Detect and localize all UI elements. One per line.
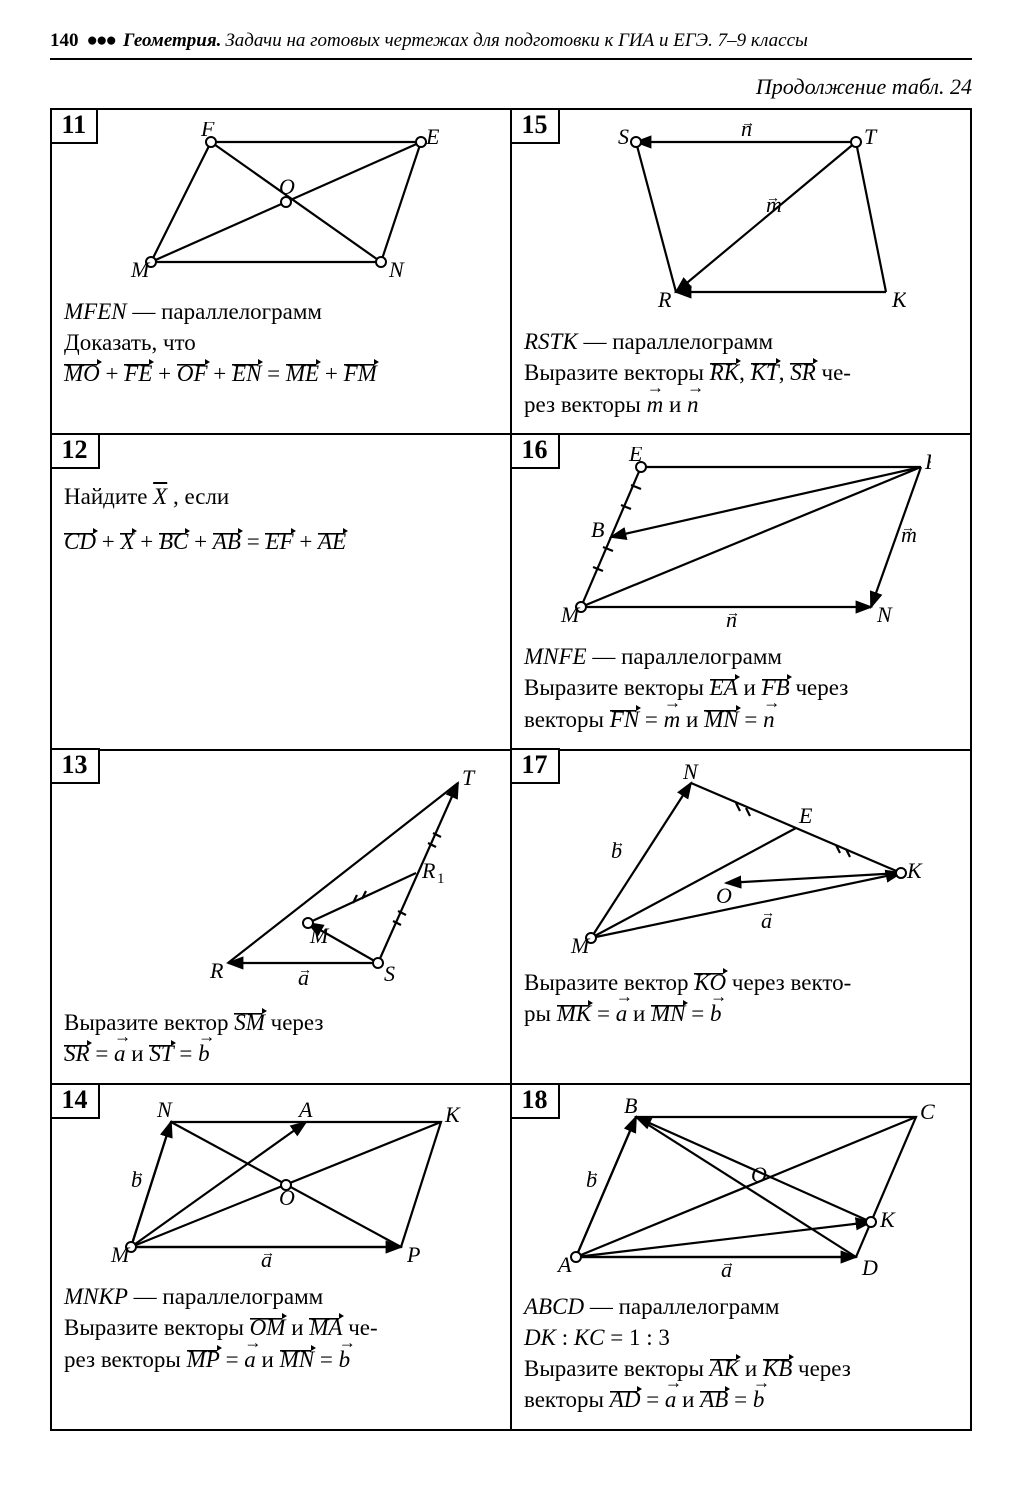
cell-number: 11	[50, 108, 99, 144]
cell-number: 16	[510, 433, 560, 469]
cell-number: 14	[50, 1083, 100, 1119]
cell-12: 12 Найдите X , если CD + X + BC +	[51, 434, 511, 749]
cell-number: 15	[510, 108, 560, 144]
svg-text:T: T	[462, 765, 476, 790]
svg-text:A: A	[297, 1097, 313, 1122]
svg-text:N: N	[876, 602, 893, 627]
equation: CD + X + BC + AB = EF + AE	[64, 528, 498, 557]
table-continuation: Продолжение табл. 24	[50, 74, 972, 100]
svg-text:T: T	[864, 124, 878, 149]
svg-text:F: F	[924, 449, 931, 474]
cell-17: 17	[511, 750, 971, 1085]
svg-text:R: R	[657, 287, 672, 312]
cell-number: 18	[510, 1083, 560, 1119]
svg-text:R: R	[421, 858, 436, 883]
svg-text:M: M	[130, 257, 151, 282]
cell-16: 16	[511, 434, 971, 749]
svg-text:→: →	[766, 191, 780, 206]
cell-14: 14	[51, 1084, 511, 1430]
svg-text:M: M	[309, 923, 330, 948]
svg-text:→: →	[611, 836, 625, 851]
svg-text:M: M	[110, 1242, 131, 1267]
svg-text:O: O	[279, 1185, 295, 1210]
svg-text:N: N	[682, 763, 699, 784]
svg-text:→: →	[761, 906, 775, 921]
svg-text:O: O	[716, 883, 732, 908]
cell-11: 11 M	[51, 109, 511, 434]
svg-text:R: R	[209, 958, 224, 983]
problems-grid: 11 M	[50, 108, 972, 1431]
text-line: SR = a и ST = b	[64, 1039, 498, 1069]
text-line: векторы AD = a и AB = b	[524, 1385, 958, 1415]
svg-text:F: F	[200, 122, 215, 141]
text-line: MFEN — параллелограмм	[64, 298, 498, 327]
svg-text:→: →	[901, 521, 915, 536]
svg-text:1: 1	[437, 871, 445, 887]
figure-13: R S T M R1 a→	[198, 763, 498, 1003]
svg-text:K: K	[879, 1207, 896, 1232]
text-line: Выразите векторы OM и MA че-	[64, 1314, 498, 1343]
cell-number: 13	[50, 748, 100, 784]
svg-text:N: N	[388, 257, 405, 282]
header-title: Геометрия.	[123, 30, 221, 52]
svg-text:→: →	[726, 606, 740, 621]
text-line: MNKP — параллелограмм	[64, 1283, 498, 1312]
text-line: Доказать, что	[64, 329, 498, 358]
text-line: RSTK — параллелограмм	[524, 328, 958, 357]
cell-number: 17	[510, 748, 560, 784]
header-subtitle: Задачи на готовых чертежах для подготовк…	[225, 30, 807, 52]
page-number: 140	[50, 30, 79, 52]
cell-18: 18	[511, 1084, 971, 1430]
svg-text:N: N	[156, 1097, 173, 1122]
figure-14: M P K N A O a→ b→	[101, 1097, 461, 1277]
svg-text:C: C	[920, 1099, 935, 1124]
text-line: Выразите векторы EA и FB через	[524, 674, 958, 703]
svg-text:B: B	[591, 517, 604, 542]
svg-text:K: K	[891, 287, 906, 312]
svg-text:→: →	[131, 1166, 145, 1181]
text-line: ры MK = a и MN = b	[524, 999, 958, 1029]
cell-15: 15	[511, 109, 971, 434]
svg-text:S: S	[618, 124, 629, 149]
figure-16: M N F E B n→ m→	[551, 447, 931, 637]
figure-18: A D C B K O a→ b→	[546, 1097, 936, 1287]
svg-text:→: →	[261, 1246, 275, 1261]
svg-text:B: B	[624, 1097, 637, 1118]
header-marker: ●●●	[87, 30, 115, 52]
text-line: векторы FN = m и MN = n	[524, 705, 958, 735]
svg-text:E: E	[798, 803, 813, 828]
figure-17: M N K E O b→ a→	[551, 763, 931, 963]
text-line: Выразите векторы AK и KB через	[524, 1355, 958, 1384]
equation: MO + FE + OF + EN = ME + FM	[64, 360, 498, 389]
cell-number: 12	[50, 433, 100, 469]
svg-text:K: K	[906, 858, 923, 883]
svg-text:K: K	[444, 1102, 461, 1127]
svg-text:A: A	[556, 1252, 572, 1277]
svg-text:M: M	[560, 602, 581, 627]
text-line: Выразите вектор KO через векто-	[524, 969, 958, 998]
svg-text:S: S	[384, 961, 395, 986]
text-line: Выразите векторы RK, KT, SR че-	[524, 359, 958, 388]
text-line: рез векторы MP = a и MN = b	[64, 1345, 498, 1375]
svg-text:→: →	[721, 1256, 735, 1271]
figure-11: M N E F O	[121, 122, 441, 292]
text-line: ABCD — параллелограмм	[524, 1293, 958, 1322]
page-header: 140 ●●● Геометрия. Задачи на готовых чер…	[50, 30, 972, 60]
svg-text:→: →	[586, 1166, 600, 1181]
svg-text:M: M	[570, 933, 591, 958]
cell-13: 13	[51, 750, 511, 1085]
svg-text:E: E	[628, 447, 643, 466]
svg-text:O: O	[751, 1162, 767, 1187]
svg-text:P: P	[406, 1242, 420, 1267]
svg-text:O: O	[279, 174, 295, 199]
text-line: Найдите X , если	[64, 483, 498, 512]
text-line: рез векторы m и n	[524, 390, 958, 420]
text-line: DK : KC = 1 : 3	[524, 1324, 958, 1353]
text-line: MNFE — параллелограмм	[524, 643, 958, 672]
svg-text:E: E	[425, 124, 440, 149]
svg-text:D: D	[861, 1255, 878, 1280]
figure-15: S T K R n→ m→	[576, 122, 906, 322]
svg-text:→: →	[298, 963, 312, 978]
svg-text:→: →	[741, 122, 755, 131]
